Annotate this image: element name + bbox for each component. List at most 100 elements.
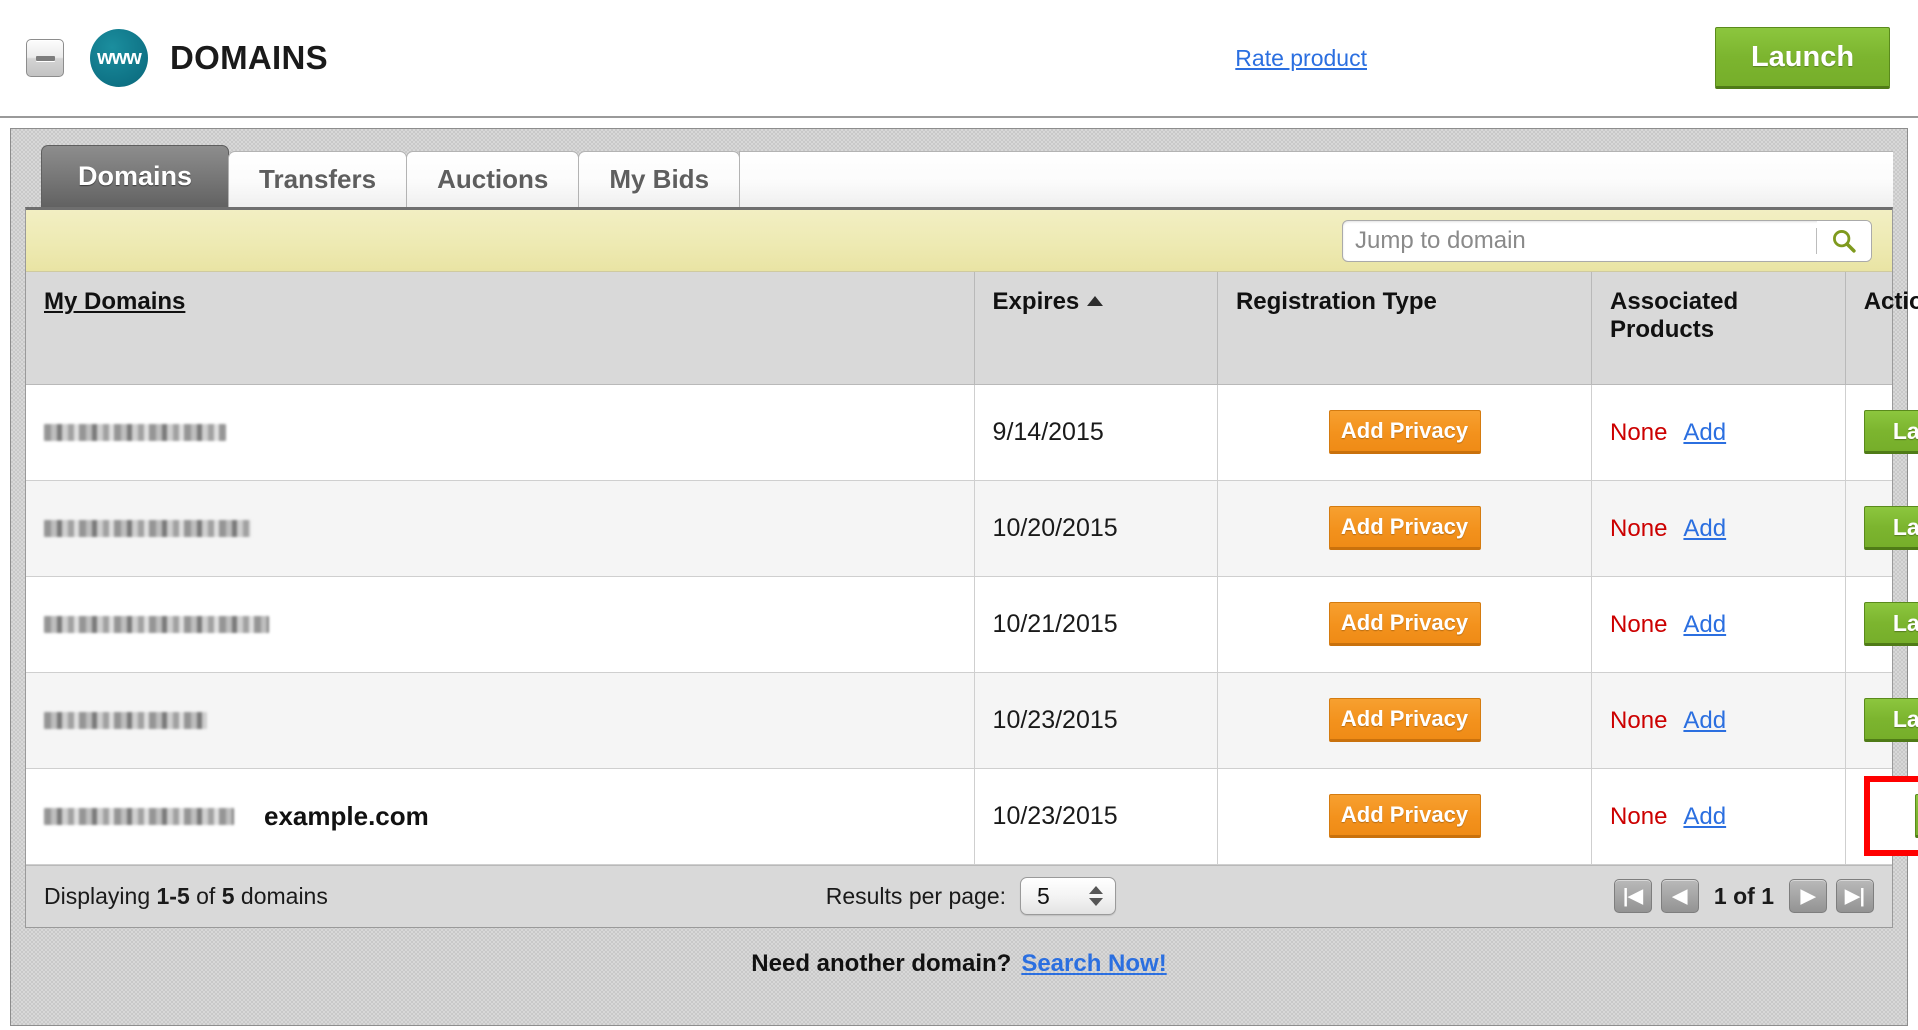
tab-domains[interactable]: Domains: [41, 145, 230, 207]
redacted-domain-name: [44, 519, 251, 537]
launch-button[interactable]: Launch: [1863, 602, 1918, 647]
search-icon[interactable]: [1817, 220, 1871, 261]
tab-bar-filler: [739, 151, 1893, 207]
table-row: 10/20/2015 Add Privacy None Add Launch: [26, 480, 1918, 577]
column-header-my-domains[interactable]: My Domains: [26, 272, 975, 385]
cell-domain: [26, 672, 975, 769]
page-title: DOMAINS: [170, 39, 328, 76]
domain-label: example.com: [264, 800, 429, 831]
domains-panel: Domains Transfers Auctions My Bids: [10, 128, 1918, 1026]
results-per-page-select[interactable]: 5: [1020, 877, 1117, 916]
cell-domain: [26, 576, 975, 673]
tab-bar: Domains Transfers Auctions My Bids: [25, 143, 1893, 207]
add-privacy-button[interactable]: Add Privacy: [1328, 410, 1481, 455]
cell-domain: [26, 480, 975, 577]
first-page-icon[interactable]: |◀: [1613, 879, 1652, 914]
highlight-annotation: Launch: [1863, 776, 1918, 857]
column-header-action: Action: [1845, 272, 1918, 385]
cell-associated-products: None Add: [1591, 672, 1846, 769]
displaying-range: 1-5: [156, 882, 190, 909]
cell-associated-products: None Add: [1591, 384, 1846, 481]
add-privacy-button[interactable]: Add Privacy: [1328, 602, 1481, 647]
launch-button[interactable]: Launch: [1863, 698, 1918, 743]
page-indicator: 1 of 1: [1713, 882, 1774, 909]
search-now-link[interactable]: Search Now!: [1021, 949, 1167, 977]
www-badge-text: www: [97, 46, 142, 69]
cell-associated-products: None Add: [1591, 576, 1846, 673]
tab-auctions[interactable]: Auctions: [406, 151, 580, 207]
next-page-icon[interactable]: ▶: [1789, 879, 1827, 914]
cell-registration-type: Add Privacy: [1217, 384, 1593, 481]
column-header-registration-type[interactable]: Registration Type: [1217, 272, 1593, 385]
stepper-arrows-icon[interactable]: [1089, 886, 1104, 907]
product-header: www DOMAINS Rate product Launch: [0, 0, 1918, 118]
column-header-action-label: Action: [1863, 288, 1918, 315]
cell-associated-products: None Add: [1591, 480, 1846, 577]
previous-page-icon[interactable]: ◀: [1660, 879, 1699, 914]
cell-action: Launch: [1845, 768, 1918, 865]
redacted-domain-name: [44, 807, 234, 825]
add-privacy-button[interactable]: Add Privacy: [1328, 794, 1481, 839]
add-privacy-button[interactable]: Add Privacy: [1328, 506, 1481, 551]
stepper-down-icon[interactable]: [1089, 898, 1104, 907]
table-header-row: My Domains Expires Registration Type Ass…: [26, 272, 1918, 385]
column-header-associated-products-label: Associated Products: [1610, 288, 1739, 343]
column-header-expires[interactable]: Expires: [974, 272, 1218, 385]
cell-registration-type: Add Privacy: [1217, 768, 1593, 865]
cell-expires: 10/23/2015: [974, 672, 1218, 769]
header-launch-button[interactable]: Launch: [1715, 27, 1890, 89]
jump-to-domain-field[interactable]: [1342, 219, 1872, 262]
cell-associated-products: None Add: [1591, 768, 1846, 865]
displaying-total: 5: [221, 882, 235, 909]
need-domain-footer: Need another domain? Search Now!: [25, 928, 1893, 1000]
collapse-panel-button[interactable]: [26, 39, 64, 77]
table-footer: Displaying 1-5 of 5 domains Results per …: [26, 864, 1892, 927]
associated-products-value: None: [1610, 418, 1668, 446]
cell-expires: 10/21/2015: [974, 576, 1218, 673]
domains-table: My Domains Expires Registration Type Ass…: [26, 272, 1918, 865]
launch-button[interactable]: Launch: [1863, 506, 1918, 551]
results-per-page-value: 5: [1037, 882, 1050, 909]
column-header-associated-products[interactable]: Associated Products: [1591, 272, 1846, 385]
add-associated-product-link[interactable]: Add: [1683, 802, 1727, 830]
add-associated-product-link[interactable]: Add: [1683, 514, 1727, 542]
tab-transfers[interactable]: Transfers: [228, 151, 408, 207]
www-badge-icon: www: [90, 29, 148, 87]
rate-product-link[interactable]: Rate product: [1235, 44, 1367, 71]
results-per-page-label: Results per page:: [825, 882, 1007, 909]
cell-action: Launch: [1845, 672, 1918, 769]
tab-my-bids[interactable]: My Bids: [578, 151, 741, 207]
add-associated-product-link[interactable]: Add: [1683, 706, 1727, 734]
table-row: 9/14/2015 Add Privacy None Add Launch: [26, 384, 1918, 481]
sort-ascending-icon: [1087, 296, 1104, 306]
launch-button-highlighted[interactable]: Launch: [1914, 794, 1918, 839]
column-header-my-domains-label: My Domains: [44, 288, 186, 315]
pagination-controls: |◀ ◀ 1 of 1 ▶ ▶|: [1613, 879, 1874, 914]
add-associated-product-link[interactable]: Add: [1683, 610, 1727, 638]
cell-expires: 9/14/2015: [974, 384, 1218, 481]
add-privacy-button[interactable]: Add Privacy: [1328, 698, 1481, 743]
displaying-status: Displaying 1-5 of 5 domains: [44, 883, 328, 910]
need-domain-prompt: Need another domain?: [751, 949, 1012, 977]
add-associated-product-link[interactable]: Add: [1683, 418, 1727, 446]
displaying-prefix: Displaying: [44, 882, 151, 909]
minus-icon: [35, 55, 55, 61]
associated-products-value: None: [1610, 706, 1668, 734]
cell-registration-type: Add Privacy: [1217, 672, 1593, 769]
search-input[interactable]: [1343, 220, 1816, 261]
redacted-domain-name: [44, 615, 269, 633]
launch-button[interactable]: Launch: [1863, 410, 1918, 455]
cell-action: Launch: [1845, 384, 1918, 481]
stepper-up-icon[interactable]: [1089, 886, 1104, 895]
cell-registration-type: Add Privacy: [1217, 480, 1593, 577]
cell-action: Launch: [1845, 576, 1918, 673]
redacted-domain-name: [44, 423, 226, 441]
redacted-domain-name: [44, 711, 207, 729]
cell-registration-type: Add Privacy: [1217, 576, 1593, 673]
table-row: 10/23/2015 Add Privacy None Add Launch: [26, 672, 1918, 769]
cell-expires: 10/23/2015: [974, 768, 1218, 865]
cell-action: Launch: [1845, 480, 1918, 577]
last-page-icon[interactable]: ▶|: [1836, 879, 1874, 914]
cell-expires: 10/20/2015: [974, 480, 1218, 577]
table-row: example.com 10/23/2015 Add Privacy None A…: [26, 768, 1918, 865]
